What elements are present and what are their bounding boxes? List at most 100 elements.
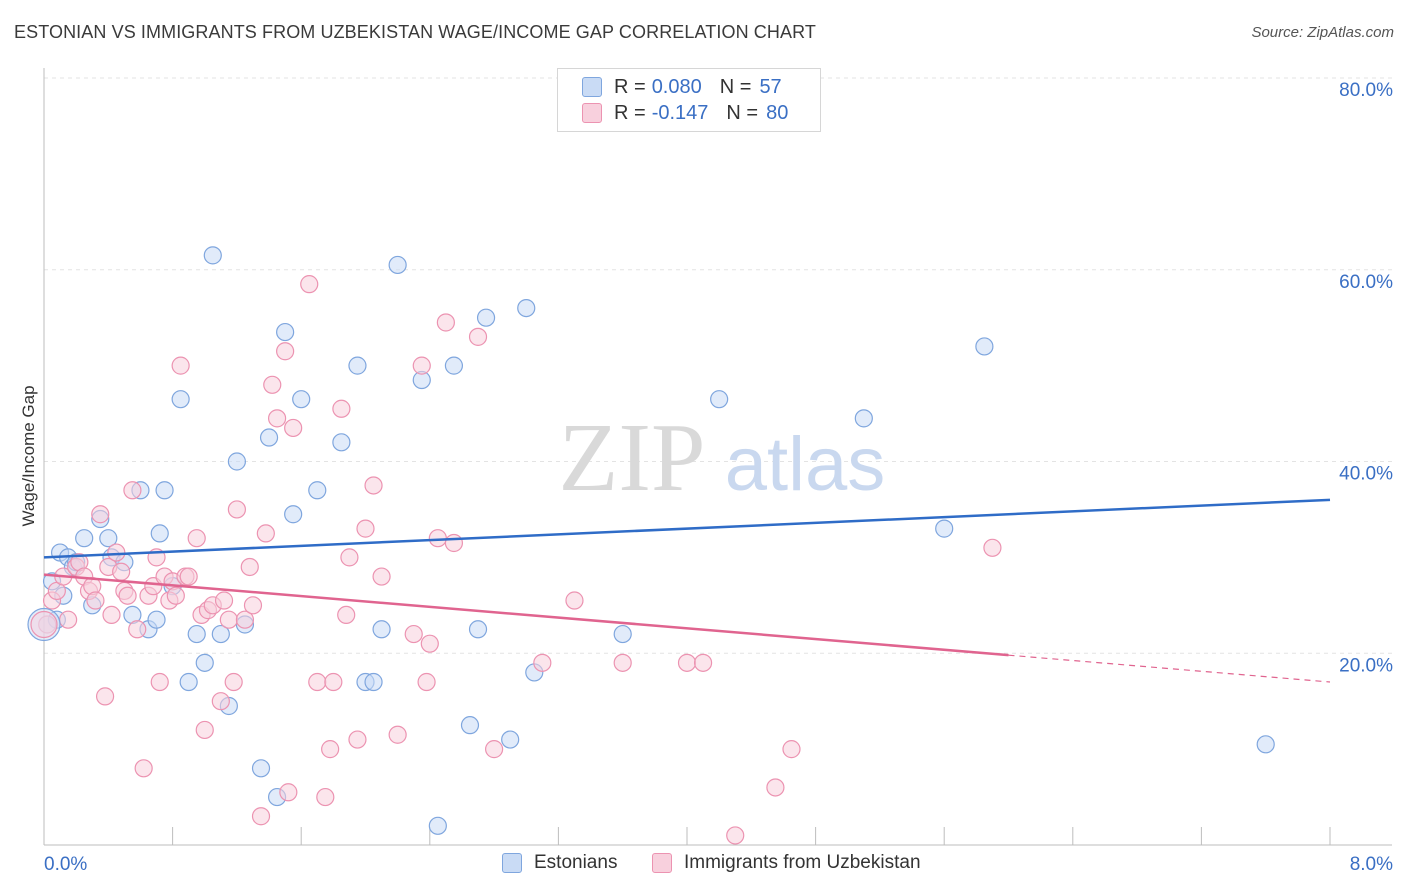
estonian-point bbox=[292, 390, 311, 409]
series-legend-estonians: Estonians bbox=[502, 852, 617, 874]
uzbekistan-point bbox=[766, 778, 785, 797]
estonian-point bbox=[308, 481, 327, 500]
uzbekistan-point bbox=[102, 605, 121, 625]
estonian-point bbox=[1256, 735, 1275, 754]
uzbekistan-point bbox=[677, 653, 697, 672]
x-tick-label: 8.0% bbox=[1350, 854, 1393, 875]
y-tick-label: 80.0% bbox=[1339, 80, 1393, 101]
uzbekistan-point bbox=[468, 327, 488, 346]
uzbekistan-point bbox=[219, 610, 238, 629]
label-layer: 20.0% 40.0% 60.0% 80.0% 0.0% 8.0% Wage/Income … bbox=[19, 80, 1393, 875]
legend-r-value: -0.147 bbox=[651, 101, 709, 124]
uzbekistan-point bbox=[388, 725, 407, 744]
estonian-point bbox=[195, 653, 214, 672]
estonian-point bbox=[935, 519, 954, 538]
estonian-point bbox=[155, 481, 174, 500]
legend-n-label: N = bbox=[726, 101, 759, 124]
series-legend-uzbekistan: Immigrants from Uzbekistan bbox=[652, 852, 921, 874]
uzbekistan-point bbox=[95, 687, 115, 706]
uzbekistan-point bbox=[533, 653, 552, 672]
estonian-point bbox=[227, 452, 246, 471]
uzbekistan-point bbox=[251, 807, 271, 826]
uzbekistan-point bbox=[356, 519, 375, 538]
uzbekistan-point bbox=[726, 826, 745, 845]
source-label: Source: ZipAtlas.com bbox=[1251, 24, 1394, 41]
uzbekistan-point bbox=[420, 634, 439, 653]
uzbekistan-point bbox=[171, 356, 190, 375]
uzbekistan-point bbox=[337, 605, 356, 625]
uzbekistan-point bbox=[436, 313, 455, 332]
estonian-point bbox=[364, 672, 383, 692]
legend-swatch-uzbekistan bbox=[582, 103, 602, 123]
estonian-point bbox=[332, 433, 351, 452]
uzbekistan-point bbox=[263, 375, 282, 394]
uzbekistan-point bbox=[107, 543, 126, 562]
estonian-point bbox=[460, 716, 480, 735]
uzbekistan-point bbox=[348, 730, 367, 749]
series-legend: Estonians Immigrants from Uzbekistan bbox=[0, 852, 1406, 878]
x-tick-label: 0.0% bbox=[44, 854, 87, 875]
uzbekistan-point bbox=[112, 562, 131, 581]
uzbekistan-point bbox=[782, 740, 801, 759]
estonian-point bbox=[276, 322, 295, 342]
uzbekistan-point bbox=[59, 610, 78, 629]
uzbekistan-point bbox=[86, 591, 105, 610]
estonian-point bbox=[710, 390, 729, 409]
uzbekistan-point bbox=[150, 672, 169, 692]
uzbekistan-point bbox=[485, 740, 504, 759]
series-legend-label: Estonians bbox=[534, 852, 618, 873]
uzbekistan-point bbox=[235, 610, 255, 629]
uzbekistan-point bbox=[123, 481, 142, 500]
uzbekistan-point bbox=[332, 399, 351, 418]
estonian-point bbox=[147, 610, 166, 629]
uzbekistan-point bbox=[372, 567, 391, 586]
watermark-atlas: atlas bbox=[725, 422, 886, 507]
legend-row-uzbekistan: R = -0.147 N = 80 bbox=[582, 100, 788, 126]
uzbekistan-point bbox=[91, 505, 110, 524]
grid-layer bbox=[44, 77, 1392, 654]
estonian-point bbox=[203, 246, 222, 265]
legend-swatch-estonians bbox=[582, 77, 602, 97]
watermark-zip: ZIP bbox=[559, 404, 706, 512]
estonian-point bbox=[150, 524, 169, 543]
uzbekistan-point bbox=[308, 672, 327, 692]
uzbekistan-point bbox=[983, 538, 1002, 557]
chart-title: ESTONIAN VS IMMIGRANTS FROM UZBEKISTAN W… bbox=[14, 22, 816, 42]
legend-n-value: 57 bbox=[759, 75, 782, 98]
uzbekistan-point-cluster bbox=[30, 610, 58, 639]
uzbekistan-point bbox=[256, 524, 275, 543]
points-layer bbox=[27, 246, 1275, 845]
uzbekistan-point bbox=[324, 672, 343, 692]
legend-n-label: N = bbox=[719, 75, 752, 98]
estonian-point bbox=[187, 624, 206, 644]
y-axis-title: Wage/Income Gap bbox=[19, 385, 38, 526]
estonian-point bbox=[259, 428, 279, 447]
series-legend-label: Immigrants from Uzbekistan bbox=[684, 852, 921, 873]
uzbekistan-point bbox=[340, 548, 359, 567]
uzbekistan-point bbox=[211, 692, 230, 711]
uzbekistan-point bbox=[565, 591, 584, 610]
y-tick-label: 20.0% bbox=[1339, 655, 1393, 676]
uzbekistan-point bbox=[428, 529, 447, 548]
estonian-point bbox=[476, 308, 496, 327]
series-swatch-estonians bbox=[502, 853, 522, 873]
estonian-point bbox=[99, 529, 118, 548]
stats-legend: R = 0.080 N = 57 R = -0.147 N = 80 bbox=[557, 68, 821, 132]
legend-r-label: R = bbox=[614, 101, 646, 124]
estonian-point bbox=[428, 816, 447, 835]
estonian-point bbox=[75, 529, 94, 548]
uzbekistan-point bbox=[128, 620, 147, 639]
estonian-point bbox=[251, 759, 271, 778]
uzbekistan-point bbox=[166, 586, 185, 605]
axis-layer bbox=[43, 68, 1392, 846]
estonian-point bbox=[613, 624, 632, 644]
estonian-point bbox=[348, 356, 367, 375]
uzbekistan-point bbox=[613, 653, 632, 672]
uzbekistan-point bbox=[240, 557, 259, 577]
estonian-point bbox=[501, 730, 520, 749]
y-tick-label: 40.0% bbox=[1339, 464, 1393, 485]
uzbekistan-point bbox=[227, 500, 246, 519]
trend-line-uzbekistan bbox=[43, 573, 1009, 657]
uzbekistan-point bbox=[187, 529, 206, 548]
